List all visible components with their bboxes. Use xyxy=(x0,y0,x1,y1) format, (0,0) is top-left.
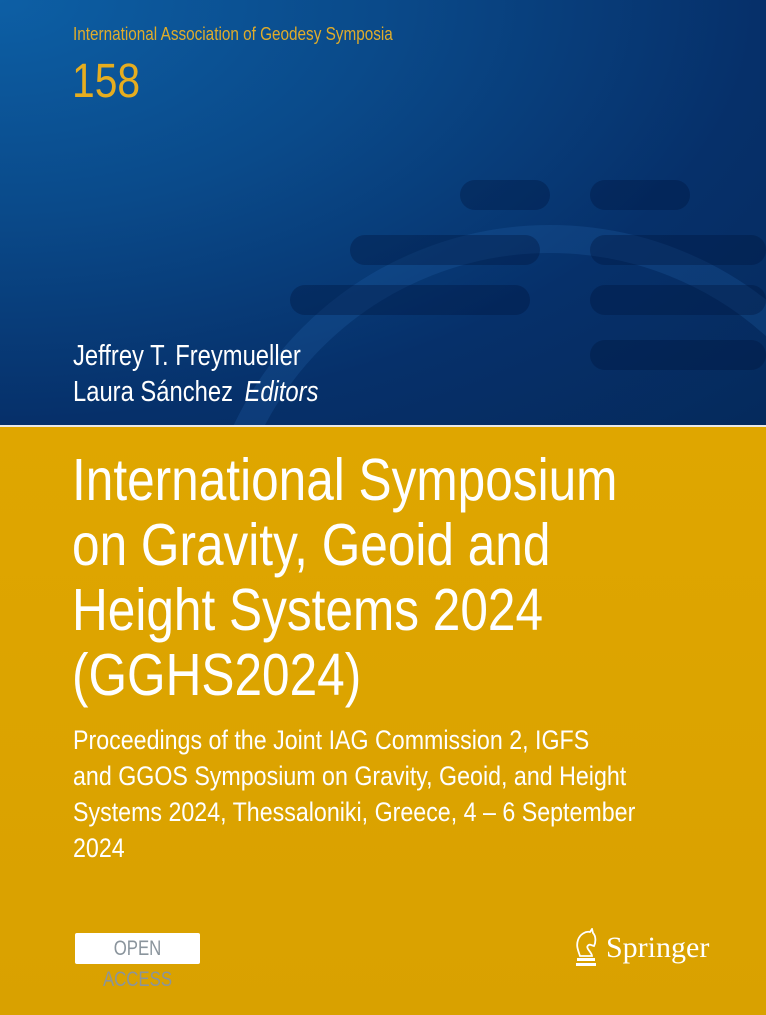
title-line: on Gravity, Geoid and xyxy=(72,512,551,578)
graphic-stripe xyxy=(460,180,550,210)
graphic-stripe xyxy=(590,285,766,315)
cover-bottom-panel xyxy=(0,427,766,1015)
graphic-stripe xyxy=(590,235,766,265)
series-name: International Association of Geodesy Sym… xyxy=(73,24,393,44)
volume-number: 158 xyxy=(72,55,141,108)
book-subtitle: Proceedings of the Joint IAG Commission … xyxy=(73,722,727,866)
editors-label: Editors xyxy=(244,376,319,408)
divider xyxy=(0,425,766,427)
subtitle-line: Systems 2024, Thessaloniki, Greece, 4 – … xyxy=(73,797,636,827)
graphic-stripe xyxy=(590,180,690,210)
subtitle-line: Proceedings of the Joint IAG Commission … xyxy=(73,725,590,755)
knight-horse-icon xyxy=(576,928,597,966)
subtitle-line: 2024 xyxy=(73,833,125,863)
open-access-badge: OPEN ACCESS xyxy=(75,933,200,991)
graphic-stripe xyxy=(590,340,766,370)
book-title: International Symposium on Gravity, Geoi… xyxy=(72,448,721,708)
editor-name: Laura Sánchez xyxy=(73,376,233,408)
publisher-logo: Springer xyxy=(572,928,709,968)
title-line: Height Systems 2024 xyxy=(72,577,544,643)
title-line: International Symposium xyxy=(72,447,618,513)
graphic-stripe xyxy=(290,285,530,315)
publisher-name: Springer xyxy=(606,931,710,964)
open-access-label: OPEN ACCESS xyxy=(102,937,173,991)
editor-line: Laura Sánchez Editors xyxy=(73,376,318,409)
editor-name: Jeffrey T. Freymueller xyxy=(73,340,301,372)
graphic-stripe xyxy=(350,235,540,265)
cover-top-panel: International Association of Geodesy Sym… xyxy=(0,0,766,425)
subtitle-line: and GGOS Symposium on Gravity, Geoid, an… xyxy=(73,761,627,791)
title-line: (GGHS2024) xyxy=(72,642,362,708)
